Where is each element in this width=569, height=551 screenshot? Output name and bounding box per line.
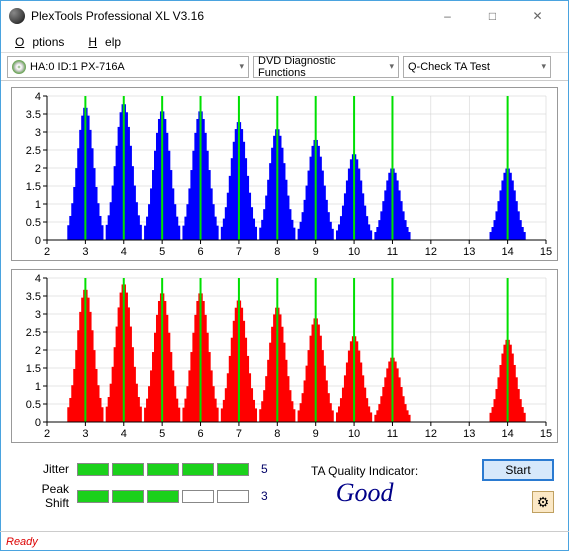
svg-text:3: 3 [82, 428, 88, 440]
svg-text:1.5: 1.5 [26, 181, 41, 193]
svg-text:4: 4 [121, 246, 127, 258]
svg-text:4: 4 [35, 91, 41, 103]
menu-help[interactable]: Help [80, 33, 137, 51]
function-select-label: DVD Diagnostic Functions [258, 55, 385, 79]
svg-text:9: 9 [313, 428, 319, 440]
start-button[interactable]: Start [482, 459, 554, 481]
peakshift-bar [77, 490, 257, 503]
svg-text:5: 5 [159, 246, 165, 258]
function-select[interactable]: DVD Diagnostic Functions ▾ [253, 56, 399, 78]
drive-select-label: HA:0 ID:1 PX-716A [30, 61, 235, 73]
svg-text:11: 11 [387, 428, 398, 440]
svg-text:10: 10 [348, 246, 360, 258]
maximize-button[interactable]: □ [470, 2, 515, 30]
disc-icon [12, 60, 26, 74]
svg-text:8: 8 [274, 246, 280, 258]
chevron-down-icon: ▾ [389, 61, 394, 72]
svg-text:6: 6 [197, 428, 203, 440]
svg-text:5: 5 [159, 428, 165, 440]
test-select-label: Q-Check TA Test [408, 61, 537, 73]
svg-text:12: 12 [425, 428, 437, 440]
chevron-down-icon: ▾ [541, 61, 546, 72]
svg-text:3.5: 3.5 [26, 109, 41, 121]
svg-text:10: 10 [348, 428, 360, 440]
svg-text:0: 0 [35, 417, 41, 429]
quality-indicator: TA Quality Indicator: Good [311, 464, 418, 508]
svg-text:2.5: 2.5 [26, 145, 41, 157]
svg-text:6: 6 [197, 246, 203, 258]
jitter-bar [77, 463, 257, 476]
window-title: PlexTools Professional XL V3.16 [31, 9, 425, 23]
svg-text:3: 3 [35, 127, 41, 139]
menu-options[interactable]: Options [7, 33, 80, 51]
quality-label: TA Quality Indicator: [311, 464, 418, 478]
svg-text:4: 4 [121, 428, 127, 440]
svg-text:0.5: 0.5 [26, 217, 41, 229]
svg-text:12: 12 [425, 246, 437, 258]
svg-text:4: 4 [35, 273, 41, 285]
app-icon [9, 8, 25, 24]
svg-text:14: 14 [501, 428, 513, 440]
svg-text:3: 3 [35, 309, 41, 321]
bottom-chart: 0 0.5 1 1.5 2 2.5 3 3.5 4 2 3 4 5 6 7 8 9 10 11 12 13 14 15 [11, 269, 558, 443]
svg-text:0: 0 [35, 235, 41, 247]
jitter-label: Jitter [15, 462, 77, 476]
top-chart: 0 0.5 1 1.5 2 2.5 3 3.5 4 2 3 4 5 6 7 8 9 10 11 12 13 14 15 [11, 87, 558, 261]
test-select[interactable]: Q-Check TA Test ▾ [403, 56, 551, 78]
quality-value: Good [311, 478, 418, 508]
svg-text:9: 9 [313, 246, 319, 258]
svg-text:3.5: 3.5 [26, 291, 41, 303]
svg-text:3: 3 [82, 246, 88, 258]
svg-text:1: 1 [35, 381, 41, 393]
svg-text:8: 8 [274, 428, 280, 440]
svg-text:14: 14 [501, 246, 513, 258]
peakshift-value: 3 [257, 489, 271, 503]
svg-text:1: 1 [35, 199, 41, 211]
drive-select[interactable]: HA:0 ID:1 PX-716A ▾ [7, 56, 249, 78]
svg-text:15: 15 [540, 428, 552, 440]
svg-text:7: 7 [236, 246, 242, 258]
settings-button[interactable]: ⚙ [532, 491, 554, 513]
gear-icon: ⚙ [537, 494, 550, 511]
status-text: Ready [6, 536, 38, 548]
metrics-panel: Jitter 5 Peak Shift 3 [15, 462, 271, 510]
jitter-value: 5 [257, 462, 271, 476]
svg-text:2: 2 [35, 163, 41, 175]
svg-text:2: 2 [44, 246, 50, 258]
svg-text:2: 2 [35, 345, 41, 357]
close-button[interactable]: ✕ [515, 2, 560, 30]
svg-text:1.5: 1.5 [26, 363, 41, 375]
svg-text:13: 13 [463, 246, 475, 258]
svg-text:0.5: 0.5 [26, 399, 41, 411]
peakshift-label: Peak Shift [15, 482, 77, 510]
svg-text:13: 13 [463, 428, 475, 440]
svg-text:7: 7 [236, 428, 242, 440]
svg-text:11: 11 [387, 246, 398, 258]
svg-text:2.5: 2.5 [26, 327, 41, 339]
svg-text:2: 2 [44, 428, 50, 440]
minimize-button[interactable]: – [425, 2, 470, 30]
chevron-down-icon: ▾ [239, 61, 244, 72]
svg-text:15: 15 [540, 246, 552, 258]
